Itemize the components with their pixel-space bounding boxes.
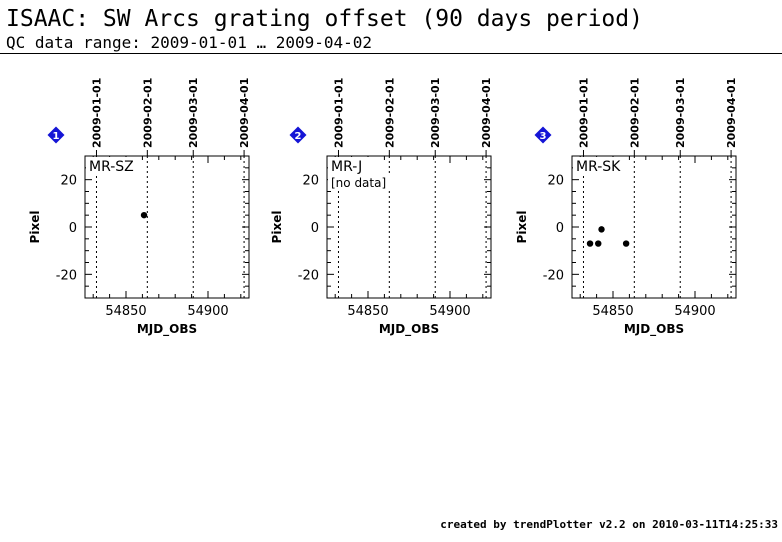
panel-label: MR-SK (576, 159, 621, 175)
y-tick-label: 0 (69, 221, 77, 236)
header-divider (0, 53, 782, 54)
date-tick-label: 2009-01-01 (577, 78, 590, 148)
x-axis-label: MJD_OBS (379, 322, 439, 337)
y-tick-label: -20 (56, 268, 77, 283)
panel-number: 2 (295, 131, 302, 142)
y-tick-label: -20 (298, 268, 319, 283)
date-tick-label: 2009-02-01 (628, 78, 641, 148)
date-tick-label: 2009-04-01 (480, 78, 493, 148)
panel-number: 3 (540, 131, 547, 142)
x-tick-label: 54850 (592, 304, 633, 319)
plot-frame (84, 155, 250, 299)
panel-label-bg (573, 157, 624, 175)
panel-note-bg (328, 175, 402, 191)
data-point (586, 240, 594, 247)
date-tick-label: 2009-01-01 (332, 78, 345, 148)
no-data-note: [no data] (331, 176, 386, 190)
data-point (598, 226, 605, 233)
date-tick-label: 2009-02-01 (383, 78, 396, 148)
y-tick-label: -20 (543, 268, 564, 283)
y-axis-label: Pixel (515, 211, 529, 244)
date-tick-label: 2009-04-01 (725, 78, 738, 148)
date-tick-label: 2009-03-01 (429, 78, 442, 148)
qc-data-range: QC data range: 2009-01-01 … 2009-04-02 (6, 33, 373, 52)
y-tick-label: 0 (311, 221, 319, 236)
x-axis-label: MJD_OBS (137, 322, 197, 337)
panel-number-marker (289, 126, 307, 144)
y-axis-label: Pixel (270, 211, 284, 244)
x-tick-label: 54900 (429, 304, 470, 319)
x-tick-label: 54900 (187, 304, 228, 319)
x-tick-label: 54850 (105, 304, 146, 319)
footer-credit: created by trendPlotter v2.2 on 2010-03-… (440, 518, 778, 531)
panel-number: 1 (53, 131, 60, 142)
date-tick-label: 2009-02-01 (141, 78, 154, 148)
x-tick-label: 54850 (347, 304, 388, 319)
date-tick-label: 2009-03-01 (187, 78, 200, 148)
date-tick-label: 2009-01-01 (90, 78, 103, 148)
y-axis-label: Pixel (28, 211, 42, 244)
data-point (595, 240, 602, 247)
chart-panel-1: 2009-01-01 2009-02-01 2009-03-01 2009-04-01… (28, 78, 251, 337)
panel-label: MR-J (331, 159, 362, 175)
y-tick-label: 0 (556, 221, 564, 236)
chart-panel-2: 2009-01-01 2009-02-01 2009-03-01 2009-04-01… (270, 78, 493, 337)
page-title: ISAAC: SW Arcs grating offset (90 days p… (6, 6, 643, 32)
y-tick-label: 20 (60, 174, 77, 189)
date-tick-label: 2009-03-01 (674, 78, 687, 148)
panel-label-bg (86, 157, 137, 175)
y-tick-label: 20 (302, 174, 319, 189)
x-axis-label: MJD_OBS (624, 322, 684, 337)
panel-number-marker (534, 126, 552, 144)
data-point (622, 240, 630, 247)
chart-panel-3: 2009-01-01 2009-02-01 2009-03-01 2009-04-01… (515, 78, 738, 337)
data-point (140, 211, 148, 219)
date-tick-label: 2009-04-01 (238, 78, 251, 148)
x-tick-label: 54900 (674, 304, 715, 319)
panel-label: MR-SZ (89, 159, 134, 175)
y-tick-label: 20 (547, 174, 564, 189)
panel-label-bg (328, 157, 370, 175)
plot-frame (571, 155, 737, 299)
